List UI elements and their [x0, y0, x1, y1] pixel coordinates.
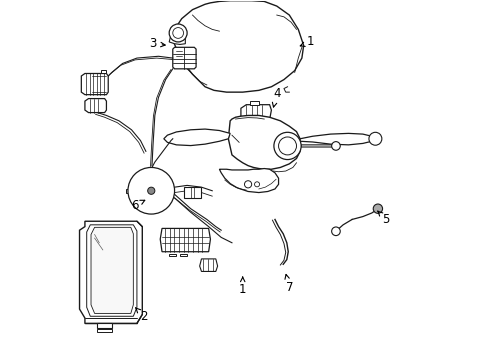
Text: 2: 2 — [135, 308, 147, 323]
Polygon shape — [86, 225, 137, 316]
Polygon shape — [97, 329, 112, 332]
Circle shape — [273, 132, 301, 159]
Polygon shape — [126, 189, 128, 193]
Polygon shape — [172, 1, 303, 92]
Circle shape — [169, 24, 187, 42]
Polygon shape — [160, 228, 210, 252]
Circle shape — [278, 137, 296, 155]
Polygon shape — [199, 259, 217, 271]
Text: 5: 5 — [377, 211, 389, 226]
Polygon shape — [80, 221, 142, 323]
Polygon shape — [85, 99, 106, 113]
Polygon shape — [219, 168, 278, 193]
Polygon shape — [172, 47, 196, 69]
Polygon shape — [91, 227, 133, 314]
Text: 3: 3 — [149, 37, 165, 50]
Polygon shape — [228, 116, 300, 169]
Polygon shape — [169, 33, 185, 44]
Polygon shape — [180, 253, 187, 256]
Polygon shape — [249, 101, 258, 105]
Polygon shape — [163, 129, 230, 145]
Circle shape — [331, 227, 340, 235]
Circle shape — [128, 167, 174, 214]
Polygon shape — [301, 145, 335, 147]
Polygon shape — [101, 70, 106, 73]
Circle shape — [172, 28, 183, 39]
Polygon shape — [169, 253, 176, 256]
Polygon shape — [300, 134, 375, 145]
Circle shape — [244, 181, 251, 188]
Text: 7: 7 — [285, 274, 292, 294]
Circle shape — [368, 132, 381, 145]
Text: 1: 1 — [300, 35, 314, 49]
Polygon shape — [241, 105, 271, 120]
Text: 6: 6 — [131, 199, 144, 212]
Circle shape — [147, 187, 155, 194]
Polygon shape — [183, 187, 201, 198]
Circle shape — [254, 182, 259, 187]
Circle shape — [372, 204, 382, 213]
Circle shape — [331, 141, 340, 150]
Text: 1: 1 — [239, 277, 246, 296]
Text: 4: 4 — [272, 87, 280, 107]
Polygon shape — [97, 323, 112, 328]
Polygon shape — [81, 73, 108, 95]
